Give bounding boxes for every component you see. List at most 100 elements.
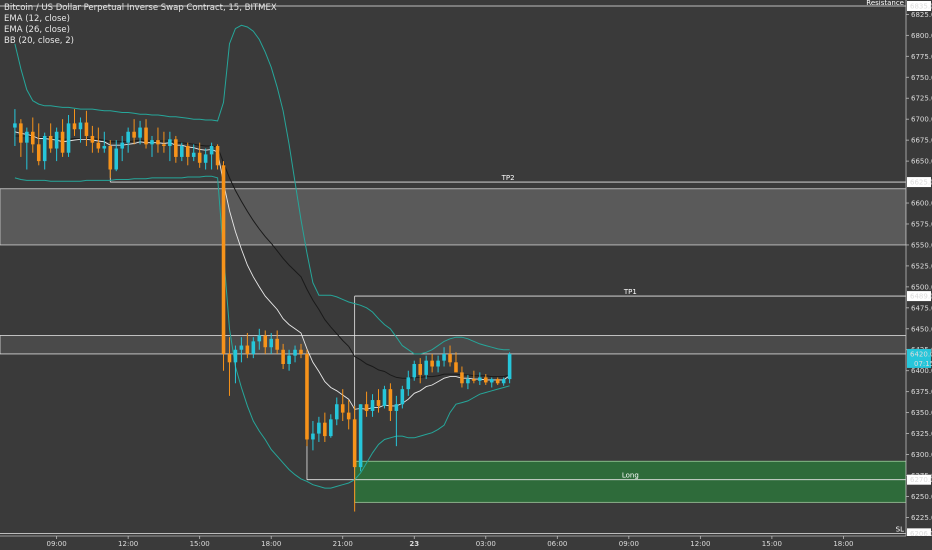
candle-body xyxy=(263,335,268,348)
candle-body xyxy=(25,131,29,143)
candle-body xyxy=(323,422,327,437)
time-tick-label: 23 xyxy=(409,540,419,548)
candle-body xyxy=(36,144,41,162)
time-tick-label: 03:00 xyxy=(476,540,496,548)
candle-body xyxy=(174,139,178,157)
sl-label: SL xyxy=(896,525,904,533)
candle-body xyxy=(460,372,464,384)
candle-body xyxy=(227,353,232,363)
candle-body xyxy=(275,338,279,350)
candle-body xyxy=(60,131,65,153)
long-zone xyxy=(354,460,907,503)
candle-body xyxy=(19,123,23,143)
price-tick-label: 6525.0 xyxy=(911,262,932,270)
candle-body xyxy=(412,363,417,378)
candle-body xyxy=(281,349,285,364)
tp2-price-box xyxy=(907,177,931,188)
candle-body xyxy=(114,148,119,170)
candle-body xyxy=(448,353,452,363)
time-tick-label: 09:00 xyxy=(47,540,67,548)
candle-body xyxy=(144,127,148,145)
price-tick-label: 6300.0 xyxy=(911,451,932,459)
candle-body xyxy=(406,377,411,390)
time-tick-label: 12:00 xyxy=(690,540,710,548)
resistance-price-text: 6835.0 xyxy=(910,3,932,11)
candle-body xyxy=(156,140,160,145)
candle-body xyxy=(340,404,345,413)
candle-body xyxy=(72,123,77,130)
price-tick-label: 6225.0 xyxy=(911,514,932,522)
candle-body xyxy=(346,412,351,420)
candle-body xyxy=(293,349,297,356)
candle-body xyxy=(102,146,107,149)
candle-body xyxy=(239,345,244,350)
countdown-text: 07:15 xyxy=(914,360,932,368)
current-price-text: 6420.0 xyxy=(910,350,932,358)
bb-lower-line xyxy=(14,175,510,489)
time-tick-label: 21:00 xyxy=(333,540,353,548)
ema12-line xyxy=(14,131,510,410)
candle-body xyxy=(42,135,47,162)
ema26-line xyxy=(14,135,510,379)
chart-legend: Bitcoin / US Dollar Perpetual Inverse Sw… xyxy=(4,3,277,47)
resistance-label: Resistance xyxy=(866,0,904,7)
time-tick-label: 12:00 xyxy=(118,540,138,548)
tp1-price-text: 6489.0 xyxy=(910,293,932,301)
price-tick-label: 6550.0 xyxy=(911,241,932,249)
price-tick-label: 6750.0 xyxy=(911,74,932,82)
candle-body xyxy=(442,353,446,361)
candle-body xyxy=(251,341,256,354)
time-tick-label: 06:00 xyxy=(547,540,567,548)
time-tick-label: 15:00 xyxy=(190,540,210,548)
candle-body xyxy=(507,353,512,380)
candle-body xyxy=(495,379,500,384)
candle-body xyxy=(54,131,59,149)
tp2-label: TP2 xyxy=(501,174,515,182)
time-axis-bg xyxy=(0,536,932,550)
candle-body xyxy=(299,349,303,354)
candle-body xyxy=(311,433,315,440)
candle-body xyxy=(66,123,71,153)
candle-body xyxy=(13,123,17,128)
candle-body xyxy=(466,379,470,384)
grey-zone xyxy=(0,188,907,246)
price-tick-label: 6725.0 xyxy=(911,95,932,103)
candle-body xyxy=(108,146,113,170)
candle-body xyxy=(168,139,172,147)
price-tick-label: 6375.0 xyxy=(911,388,932,396)
price-tick-label: 6825.0 xyxy=(911,11,932,19)
candle-body xyxy=(430,360,434,367)
price-tick-label: 6350.0 xyxy=(911,409,932,417)
candle-body xyxy=(120,142,124,149)
candle-body xyxy=(138,127,142,138)
candle-body xyxy=(317,422,321,434)
candle-body xyxy=(191,152,196,157)
candle-body xyxy=(30,131,35,145)
price-tick-label: 6500.0 xyxy=(911,283,932,291)
candle-body xyxy=(472,379,476,381)
candle-body xyxy=(352,419,357,468)
candle-body xyxy=(382,389,387,406)
candle-body xyxy=(436,360,440,367)
candle-body xyxy=(400,389,405,405)
candle-body xyxy=(424,360,428,375)
tp2-price-text: 6625.0 xyxy=(910,179,932,187)
price-tick-label: 6450.0 xyxy=(911,325,932,333)
candle-body xyxy=(150,140,154,145)
candle-body xyxy=(203,154,208,163)
candle-body xyxy=(501,379,506,384)
candle-body xyxy=(221,165,226,354)
candle-body xyxy=(78,122,83,130)
candle-body xyxy=(454,362,458,373)
legend-ema12: EMA (12, close) xyxy=(4,14,70,24)
sl-price-box xyxy=(907,528,931,539)
candle-body xyxy=(185,146,190,157)
legend-ema26: EMA (26, close) xyxy=(4,25,70,35)
candle-body xyxy=(376,400,381,406)
price-tick-label: 6575.0 xyxy=(911,220,932,228)
candle-body xyxy=(90,135,95,143)
price-tick-label: 6775.0 xyxy=(911,53,932,61)
price-tick-label: 6600.0 xyxy=(911,200,932,208)
